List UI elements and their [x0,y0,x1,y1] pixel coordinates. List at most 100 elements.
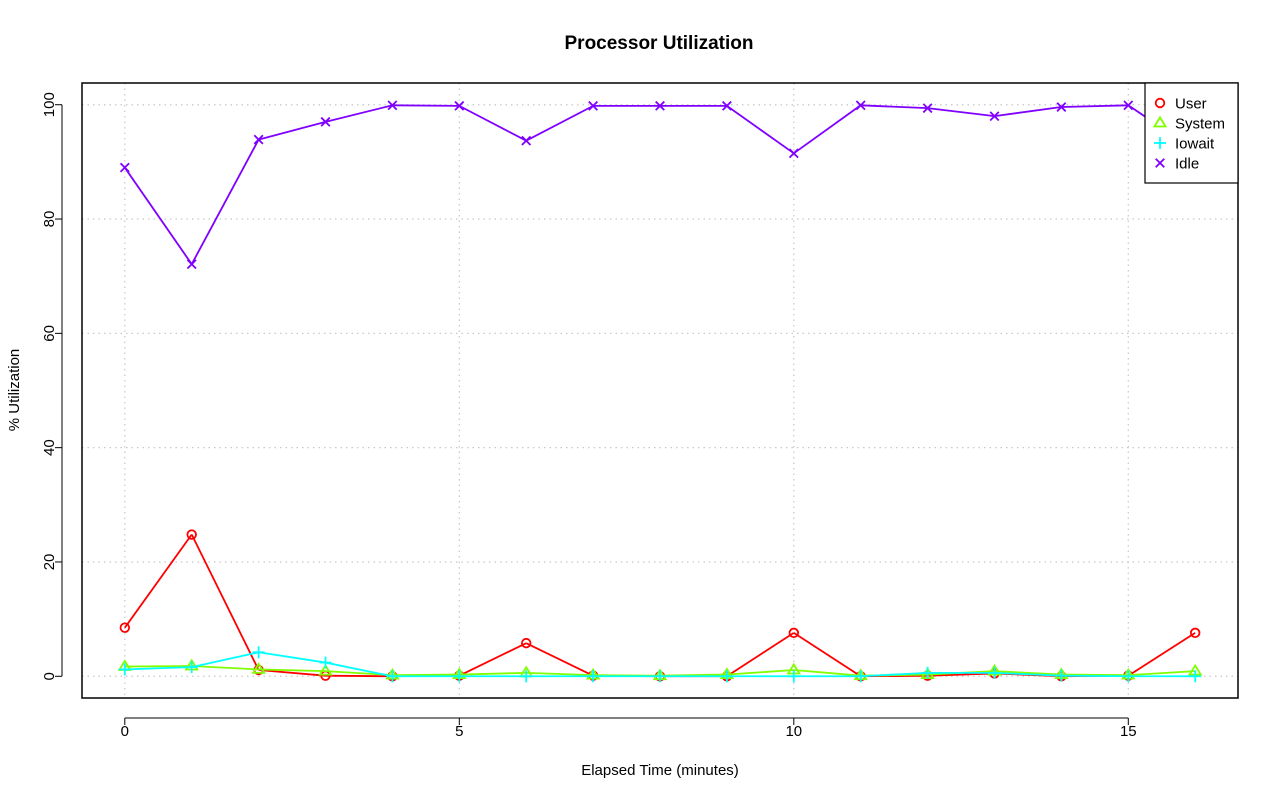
user-line-segment [258,669,326,677]
series-user [119,529,1201,682]
system-line-segment [459,671,527,676]
user-point [788,627,799,639]
user-line-segment [458,642,527,677]
idle-point [922,103,933,114]
system-point [318,663,333,676]
idle-point [387,100,398,111]
user-point [119,622,131,633]
idle-line-segment [927,107,995,118]
idle-line-segment [124,167,193,265]
system-line-segment [994,670,1062,676]
y-axis-label: % Utilization [6,349,23,432]
idle-line-segment [258,120,326,141]
legend-marker-iowait [1154,137,1166,149]
idle-point [186,259,197,270]
legend-label: User [1175,96,1207,113]
iowait-point [720,670,733,683]
system-line-segment [1128,670,1196,677]
series-layer [117,100,1203,683]
system-line-segment [191,665,259,671]
idle-point [253,134,264,145]
legend-item-system: System [1152,115,1225,133]
user-line-segment [525,642,594,677]
user-point [1189,627,1201,639]
idle-line-segment [392,104,460,107]
user-line-segment [190,534,260,671]
iowait-point [319,656,332,669]
idle-point [989,111,1000,122]
idle-line-segment [525,105,594,142]
user-line-segment [1127,632,1196,677]
system-point [251,662,266,674]
legend-marker-system [1152,115,1168,128]
user-point [521,637,532,649]
legend-item-user: User [1154,96,1207,113]
x-tick-label: 15 [1120,723,1137,740]
y-tick-label: 80 [41,211,58,228]
idle-line-segment [1061,104,1129,108]
iowait-line-segment [994,671,1062,677]
idle-point [855,100,866,111]
iowait-point [654,670,666,683]
iowait-point [520,670,533,683]
chart-title: Processor Utilization [565,33,754,54]
idle-line-segment [994,106,1062,118]
iowait-point [988,666,1001,679]
system-line-segment [526,671,594,677]
idle-point [1123,100,1134,111]
y-axis: 0 20 40 60 80 100 [41,92,63,680]
legend-marker-user [1154,97,1166,109]
user-point [186,529,197,540]
user-line-segment [793,632,862,678]
system-line-segment [726,669,794,676]
user-line-segment [726,632,795,678]
legend-item-idle: Idle [1155,156,1199,173]
idle-point [320,116,331,127]
iowait-point [185,661,198,674]
user-line-segment [124,534,193,629]
idle-line-segment [190,139,260,265]
idle-point [119,162,130,173]
y-tick-label: 0 [41,672,58,680]
iowait-line-segment [1061,674,1129,678]
system-line-segment [1061,673,1129,677]
idle-line-segment [325,104,393,123]
system-line-segment [124,665,192,668]
x-tick-label: 0 [121,723,129,740]
iowait-point [386,670,399,683]
legend-marker-idle [1155,158,1165,168]
idle-line-segment [726,105,795,155]
iowait-point [787,670,800,683]
y-tick-label: 60 [41,325,58,342]
legend-item-iowait: Iowait [1154,136,1215,153]
idle-point [521,135,532,146]
iowait-point [1189,670,1202,683]
idle-line-segment [458,105,527,142]
iowait-point [854,670,867,683]
legend-label: System [1175,116,1225,133]
system-line-segment [392,673,460,677]
system-line-segment [258,668,326,673]
iowait-point [453,670,466,683]
y-tick-label: 40 [41,439,58,456]
legend-label: Idle [1175,156,1199,173]
y-tick-label: 100 [41,92,58,117]
system-line-segment [793,669,861,677]
idle-point [655,100,665,111]
iowait-line-segment [325,661,393,678]
plot-frame [81,82,1239,699]
idle-point [721,100,732,111]
iowait-point [587,670,600,683]
iowait-line-segment [860,671,928,678]
series-idle [119,100,1201,270]
idle-line-segment [860,104,928,110]
idle-point [1056,102,1067,112]
legend: User System Iowait Idle [1144,82,1239,184]
grid [82,83,1238,698]
iowait-point [1122,670,1135,683]
iowait-point [118,663,131,676]
x-tick-label: 10 [785,723,802,740]
legend-box [1144,82,1239,184]
user-line-segment [927,672,995,677]
